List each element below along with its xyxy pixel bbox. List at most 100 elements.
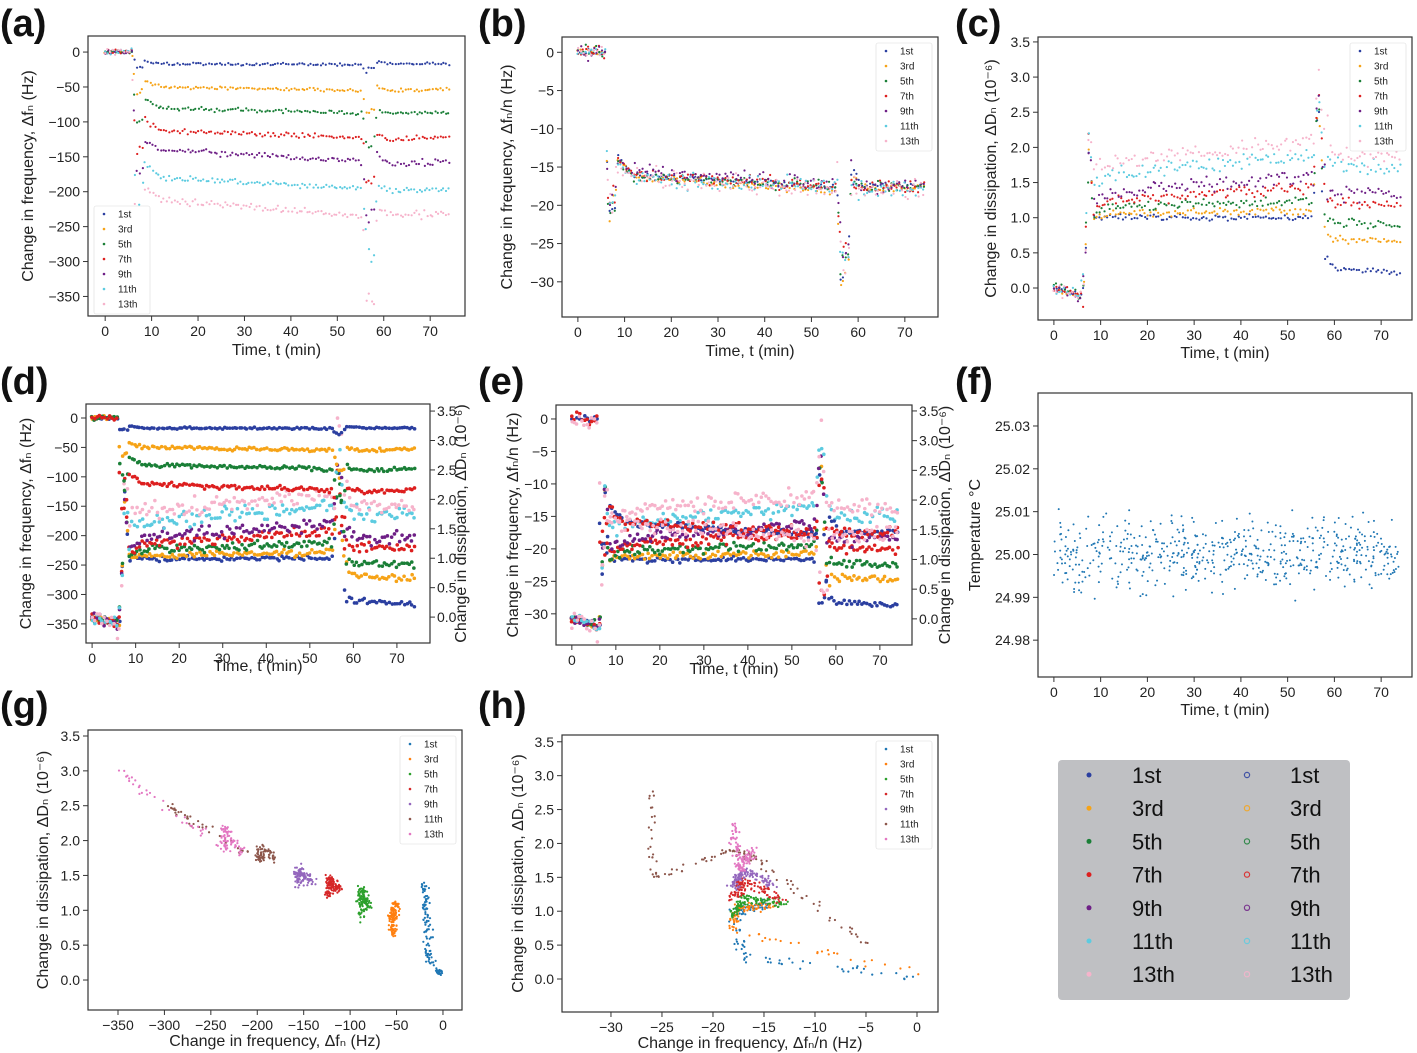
data-point-1st	[412, 427, 417, 431]
data-point-11th	[270, 503, 274, 508]
data-point-5th	[1285, 199, 1288, 202]
data-point-9th	[1336, 193, 1339, 196]
data-point-11th	[207, 179, 210, 183]
data-point-9th	[705, 174, 708, 178]
data-point-11th	[1163, 174, 1166, 177]
data-point-3rd	[807, 188, 810, 192]
data-point-11th	[753, 188, 756, 191]
data-point-7th	[324, 530, 329, 535]
data-point-5th	[409, 467, 414, 471]
data-point-13th	[377, 502, 382, 507]
data-point-9th	[225, 524, 230, 529]
data-point-3rd	[1192, 207, 1195, 210]
data-point-7th	[1350, 204, 1353, 207]
data-point-5th	[834, 186, 837, 189]
data-point-3rd	[441, 89, 445, 92]
data-point-7th	[706, 542, 711, 546]
data-point-11th	[1089, 156, 1093, 159]
y-right-tick-label: 2.5	[919, 462, 939, 478]
data-point-11th	[619, 163, 622, 166]
data-point-7th	[1181, 194, 1184, 197]
data-point-1st	[232, 557, 236, 562]
data-point-13th	[308, 210, 311, 213]
data-point-13th	[337, 424, 342, 428]
data-point-11th	[614, 194, 617, 197]
data-point-1st	[1121, 218, 1125, 221]
data-point-5th	[1231, 201, 1235, 204]
data-point-7th	[812, 526, 817, 530]
data-point-9th	[1226, 187, 1229, 190]
data-point-9th	[348, 158, 352, 161]
data-point-3rd	[144, 80, 147, 83]
data-point-11th	[648, 178, 651, 181]
data-point-13th	[718, 189, 721, 193]
data-point-5th	[147, 547, 151, 551]
data-point-5th	[302, 539, 306, 544]
data-point-9th	[1222, 180, 1225, 183]
data-point-5th	[1090, 197, 1094, 200]
data-point-11th	[329, 503, 334, 508]
data-point-13th	[391, 213, 395, 217]
data-point-7th	[685, 545, 690, 550]
data-point-7th	[1290, 184, 1294, 187]
data-point-9th	[729, 171, 733, 174]
data-point-3rd	[1146, 214, 1149, 217]
data-point-9th	[625, 541, 630, 545]
data-point-9th	[317, 522, 322, 527]
data-point-3rd	[837, 579, 842, 584]
y-tick-label: −10	[524, 476, 548, 492]
data-point-9th	[299, 531, 304, 536]
data-point-13th	[1372, 157, 1375, 160]
data-point-13th	[404, 504, 409, 508]
data-point-1st	[141, 66, 144, 69]
data-point-5th	[138, 120, 141, 123]
data-point-9th	[304, 522, 309, 526]
data-point-9th	[809, 179, 812, 182]
data-point-13th	[214, 495, 219, 499]
data-point-1st	[1165, 218, 1168, 221]
data-point-7th	[1098, 205, 1101, 208]
data-point-11th	[428, 188, 431, 192]
data-point-7th	[147, 483, 152, 488]
data-point-5th	[617, 160, 620, 163]
data-point-9th	[384, 159, 387, 162]
data-point-5th	[170, 462, 175, 467]
data-point-3rd	[347, 570, 351, 575]
data-point-1st	[210, 557, 214, 561]
data-point-9th	[636, 171, 639, 174]
data-point-3rd	[1181, 212, 1185, 215]
data-point-13th	[681, 185, 684, 189]
data-point-9th	[205, 148, 208, 151]
data-point-5th	[1301, 197, 1305, 201]
data-point-11th	[344, 505, 349, 509]
data-point-7th	[635, 542, 639, 547]
data-point-7th	[817, 182, 820, 185]
data-point-11th	[822, 179, 825, 182]
data-point-9th	[715, 172, 718, 175]
data-point-5th	[1136, 205, 1139, 208]
data-point-9th	[396, 161, 399, 164]
data-point-3rd	[1100, 217, 1103, 220]
data-point-3rd	[370, 575, 375, 580]
data-point-13th	[890, 183, 893, 186]
data-point-11th	[380, 187, 383, 190]
data-point-1st	[1248, 213, 1251, 216]
data-point-7th	[1262, 194, 1265, 197]
data-point-3rd	[231, 86, 235, 89]
data-point-7th	[273, 134, 277, 137]
data-point-9th	[257, 529, 261, 534]
data-point-11th	[277, 513, 282, 517]
data-point-7th	[244, 536, 249, 541]
data-point-3rd	[881, 577, 885, 582]
data-point-3rd	[1302, 212, 1305, 216]
data-point-11th	[168, 174, 171, 178]
data-point-11th	[199, 179, 202, 182]
data-point-5th	[1350, 217, 1354, 220]
data-point-13th	[317, 493, 321, 498]
data-point-1st	[1111, 215, 1114, 219]
data-point-7th	[793, 183, 796, 186]
data-point-5th	[297, 541, 301, 546]
data-point-11th	[750, 186, 753, 189]
data-point-11th	[412, 516, 416, 520]
